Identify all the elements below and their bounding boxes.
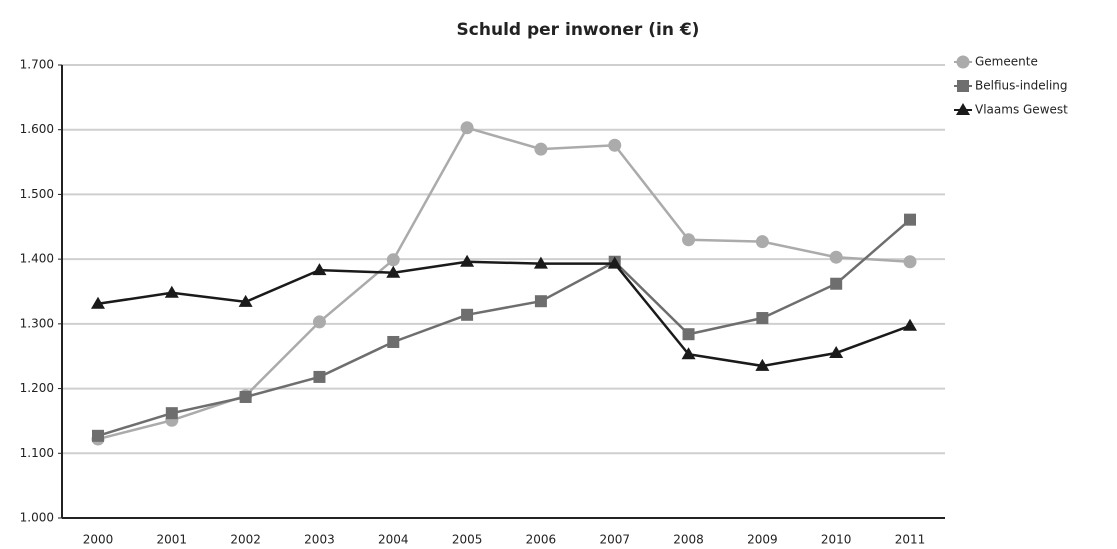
data-point — [239, 390, 252, 403]
data-point — [607, 256, 622, 269]
x-tick-label: 2003 — [304, 533, 335, 547]
legend-marker — [957, 80, 969, 92]
data-point — [312, 315, 326, 329]
x-tick-label: 2001 — [157, 533, 188, 547]
chart-title: Schuld per inwoner (in €) — [457, 20, 700, 40]
data-point — [829, 345, 844, 358]
data-point — [755, 235, 769, 249]
x-tick-label: 2006 — [526, 533, 557, 547]
data-point — [91, 296, 105, 309]
legend-label: Vlaams Gewest — [975, 103, 1068, 117]
data-point — [312, 263, 327, 276]
x-tick-label: 2002 — [230, 533, 261, 547]
x-tick-label: 2000 — [83, 533, 114, 547]
x-tick-label: 2010 — [821, 533, 852, 547]
data-point — [461, 308, 474, 321]
data-point — [164, 285, 179, 298]
y-tick-label: 1.400 — [20, 252, 54, 266]
y-tick-label: 1.000 — [20, 511, 54, 525]
data-point — [682, 233, 696, 247]
data-point — [534, 142, 548, 156]
y-tick-label: 1.300 — [20, 316, 54, 330]
data-point — [460, 254, 475, 267]
y-tick-label: 1.200 — [20, 381, 54, 395]
data-point — [904, 213, 916, 226]
series-line — [97, 218, 911, 438]
data-point — [756, 312, 769, 325]
legend-label: Gemeente — [975, 55, 1038, 69]
y-tick-label: 1.600 — [20, 122, 54, 136]
data-point — [829, 250, 843, 264]
data-point — [386, 265, 401, 278]
data-point — [903, 318, 917, 331]
data-point — [608, 138, 622, 152]
data-point — [92, 429, 104, 442]
series-line — [97, 260, 911, 368]
data-point — [681, 347, 696, 360]
data-point — [534, 295, 547, 308]
data-point — [903, 255, 917, 269]
y-tick-label: 1.500 — [20, 187, 54, 201]
x-tick-label: 2008 — [673, 533, 704, 547]
y-tick-label: 1.700 — [20, 58, 54, 72]
x-tick-label: 2007 — [599, 533, 630, 547]
data-point — [755, 358, 770, 371]
data-point — [165, 407, 178, 420]
data-point — [387, 335, 400, 348]
y-tick-label: 1.100 — [20, 446, 54, 460]
data-point — [313, 370, 326, 383]
legend-marker — [956, 103, 970, 115]
data-point — [238, 294, 253, 307]
data-point — [682, 328, 695, 341]
x-tick-label: 2009 — [747, 533, 778, 547]
legend-label: Belfius-indeling — [975, 79, 1068, 93]
legend-marker — [956, 55, 970, 69]
x-tick-label: 2005 — [452, 533, 483, 547]
data-point — [460, 121, 474, 135]
data-point — [830, 277, 843, 290]
x-tick-label: 2004 — [378, 533, 409, 547]
data-point — [533, 256, 548, 269]
x-tick-label: 2011 — [895, 533, 926, 547]
data-point — [386, 253, 400, 267]
series-line — [97, 126, 911, 441]
